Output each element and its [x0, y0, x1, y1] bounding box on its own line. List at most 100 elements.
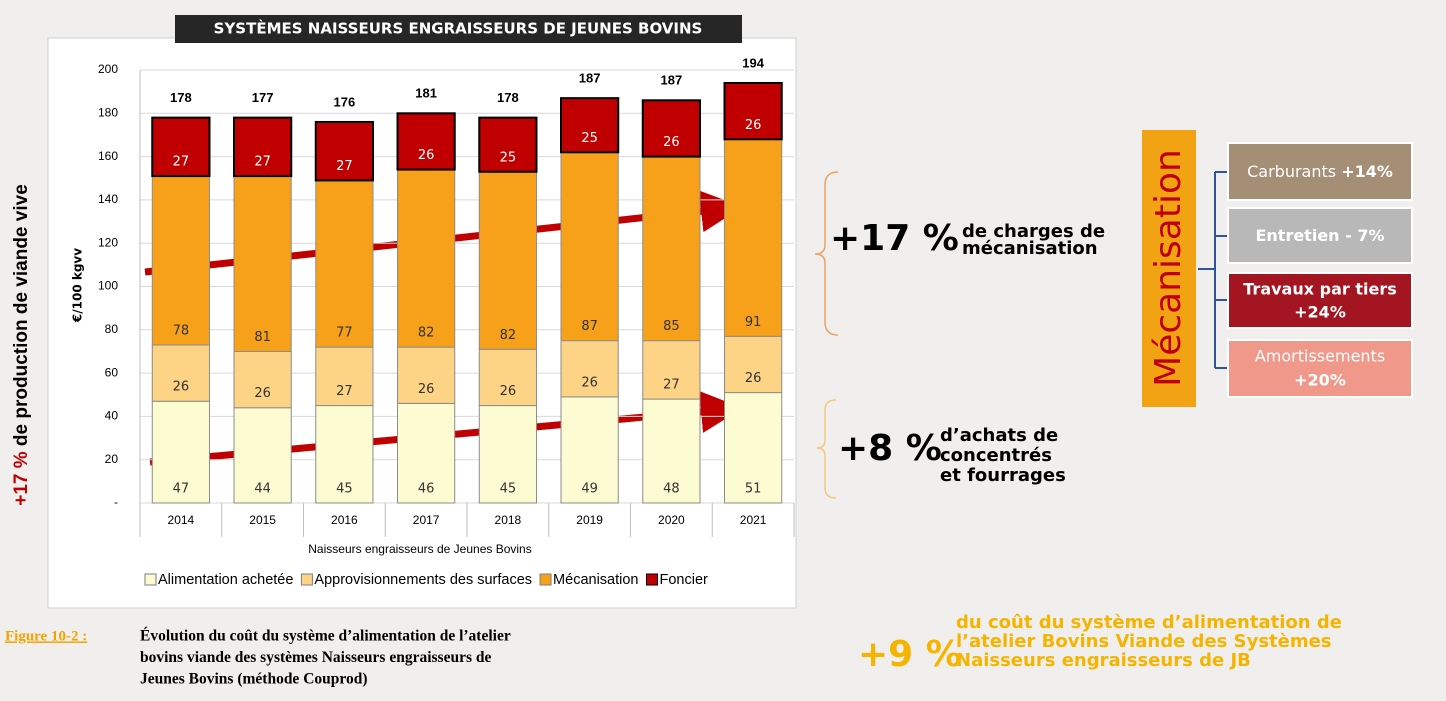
y-tick-label: 140 [98, 192, 118, 206]
annotation-text: concentrés [940, 445, 1052, 466]
total-label: 187 [661, 73, 683, 88]
total-label: 187 [579, 71, 601, 86]
data-label: 82 [418, 326, 435, 341]
legend-label: Foncier [659, 572, 708, 588]
total-label: 178 [497, 90, 519, 105]
item-box [1227, 339, 1413, 398]
item-box [1227, 142, 1413, 201]
legend-swatch [144, 573, 157, 586]
bar-segment [315, 405, 374, 504]
bar-segment [724, 335, 783, 394]
data-label: 27 [336, 384, 353, 399]
data-label: 45 [336, 482, 353, 497]
x-tick-label: 2017 [413, 513, 440, 527]
bar-segment [315, 179, 374, 348]
bar-segment [397, 346, 456, 404]
data-label: 81 [254, 330, 271, 345]
data-label: 26 [173, 380, 190, 395]
data-label: 82 [500, 328, 517, 343]
data-label: 27 [254, 155, 271, 170]
bar-segment [478, 116, 538, 173]
data-label: 26 [500, 384, 517, 399]
y-tick-label: 100 [98, 279, 118, 293]
x-tick-label: 2015 [249, 513, 276, 527]
chart-title: SYSTÈMES NAISSEURS ENGRAISSEURS DE JEUNE… [214, 19, 703, 38]
bar-segment [641, 99, 701, 158]
bar-segment [396, 112, 456, 171]
bar-segment [151, 175, 210, 346]
data-label: 77 [336, 326, 353, 341]
legend-swatch [645, 573, 658, 586]
bar-segment [151, 116, 211, 178]
data-label: 27 [663, 378, 680, 393]
bar-segment [723, 81, 783, 141]
bar-segment [478, 348, 537, 407]
x-tick-label: 2014 [168, 513, 195, 527]
data-label: 26 [663, 135, 680, 150]
side-label-text: de production de viande vive [11, 184, 32, 446]
y-tick-label: 60 [105, 365, 119, 379]
bar-segment [642, 156, 701, 342]
x-tick-label: 2019 [576, 513, 603, 527]
bar-segment [151, 400, 210, 504]
data-label: 26 [254, 386, 271, 401]
item-change: +24% [1294, 303, 1346, 322]
bar-segment [478, 171, 537, 350]
total-label: 177 [252, 90, 274, 105]
bar-segment [560, 97, 620, 154]
data-label: 26 [418, 382, 435, 397]
bar-segment [724, 392, 783, 504]
item: Entretien - 7% [1255, 226, 1384, 245]
total-label: 181 [415, 86, 437, 101]
y-tick-label: 80 [105, 322, 119, 336]
data-label: 26 [745, 118, 762, 133]
caption-label: Figure 10-2 : [5, 628, 87, 644]
data-label: 49 [581, 482, 598, 497]
x-tick-label: 2016 [331, 513, 358, 527]
data-label: 45 [500, 482, 517, 497]
data-label: 47 [173, 482, 190, 497]
y-tick-label: 200 [98, 62, 118, 76]
annotation-text: du coût du système d’alimentation de [956, 612, 1342, 633]
x-tick-label: 2021 [740, 513, 767, 527]
caption-line: bovins viande des systèmes Naisseurs eng… [140, 649, 491, 666]
data-label: 26 [581, 375, 598, 390]
side-label: +17 % de production de viande vive [11, 184, 32, 506]
y-tick-label: 160 [98, 149, 118, 163]
bar-segment [560, 340, 619, 398]
item-change: - 7% [1345, 226, 1384, 245]
data-label: 25 [500, 150, 517, 165]
annotation-text: de charges de [962, 221, 1105, 242]
y-tick-label: 180 [98, 105, 118, 119]
bar-segment [397, 402, 456, 504]
item-name: Amortissements [1255, 347, 1385, 366]
total-label: 178 [170, 90, 192, 105]
total-label: 176 [334, 94, 356, 109]
bar-segment [642, 340, 701, 400]
legend-label: Alimentation achetée [158, 572, 293, 588]
side-label-highlight: +17 % [11, 451, 32, 506]
bar-segment [315, 346, 374, 407]
brace [816, 399, 837, 499]
data-label: 44 [254, 482, 271, 497]
bar-segment [233, 175, 292, 352]
y-tick-label: 40 [105, 409, 119, 423]
x-tick-label: 2020 [658, 513, 685, 527]
bar-segment [724, 138, 783, 337]
item-name: Entretien [1255, 226, 1339, 245]
legend-swatch [539, 573, 552, 586]
annotation-value: +8 % [838, 428, 942, 469]
legend-label: Mécanisation [553, 572, 638, 588]
bar-segment [560, 396, 619, 504]
annotation-text: d’achats de [940, 425, 1058, 446]
data-label: 26 [418, 148, 435, 163]
annotation-text: et fourrages [940, 465, 1066, 486]
mechanisation-title: Mécanisation [1148, 149, 1189, 387]
caption-line: Jeunes Bovins (méthode Couprod) [140, 671, 368, 688]
data-label: 91 [745, 315, 762, 330]
bar-segment [233, 350, 292, 409]
bar-segment [151, 344, 210, 402]
x-tick-label: 2018 [495, 513, 522, 527]
item-name: Travaux par tiers [1243, 280, 1396, 299]
